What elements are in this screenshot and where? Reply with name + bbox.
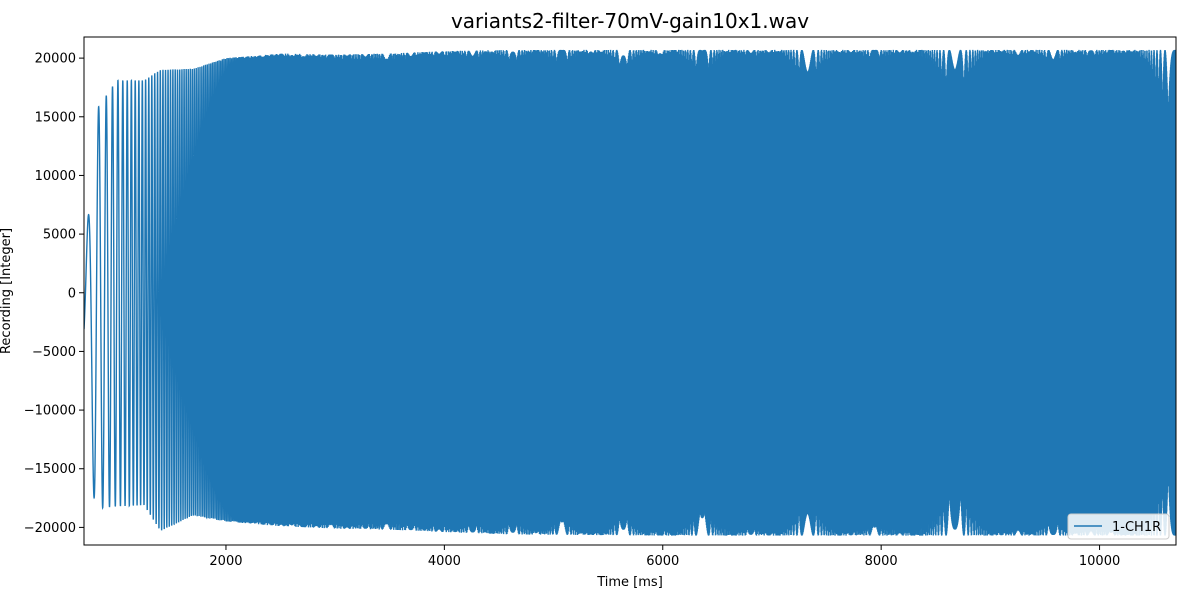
y-tick-label: 0	[68, 286, 76, 301]
y-tick-label: −20000	[24, 521, 76, 536]
y-axis: −20000 −15000 −10000 −5000 0 5000 10000 15000 20…	[24, 52, 84, 536]
y-tick-label: −15000	[24, 462, 76, 477]
x-axis: 2000 4000 6000 8000 10000	[209, 545, 1120, 569]
x-tick-label: 6000	[646, 554, 679, 569]
legend: 1-CH1R	[1067, 513, 1170, 540]
plot-area	[84, 49, 1176, 536]
y-tick-label: 10000	[35, 169, 76, 184]
plot-frame	[83, 36, 1177, 546]
series-line-1-CH1R	[84, 49, 1176, 536]
y-tick-label: −10000	[24, 404, 76, 419]
y-tick-label: 15000	[35, 110, 76, 125]
y-tick-label: 5000	[43, 228, 76, 243]
y-tick-label: −5000	[32, 345, 76, 360]
x-tick-label: 4000	[428, 554, 461, 569]
x-tick-label: 2000	[209, 554, 242, 569]
chart-title: variants2-filter-70mV-gain10x1.wav	[451, 9, 809, 33]
y-axis-label: Recording [Integer]	[0, 228, 14, 354]
y-tick-label: 20000	[35, 52, 76, 67]
legend-box	[1067, 513, 1170, 540]
x-tick-label: 8000	[865, 554, 898, 569]
x-tick-label: 10000	[1079, 554, 1120, 569]
legend-label: 1-CH1R	[1112, 520, 1161, 535]
x-axis-label: Time [ms]	[596, 575, 663, 590]
